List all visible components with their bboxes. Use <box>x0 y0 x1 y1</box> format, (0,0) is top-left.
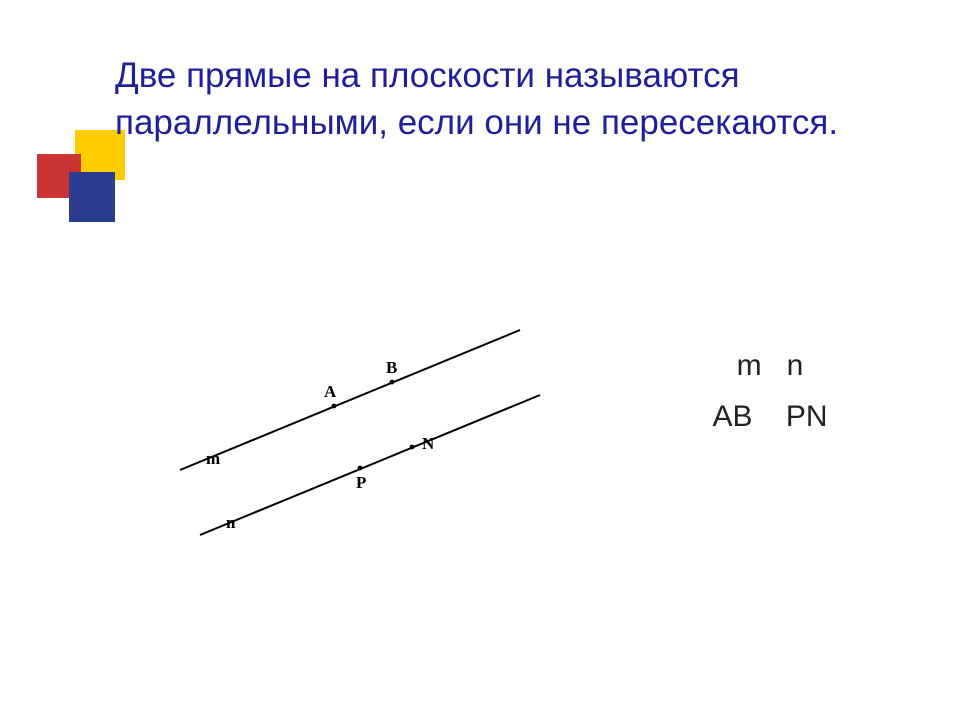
diagram-svg: B A N Pm n <box>150 300 550 560</box>
point-P <box>358 466 363 471</box>
point-label-A: A <box>324 382 337 401</box>
notation-row-2: AB PN <box>620 391 920 442</box>
corner-decor <box>35 130 125 220</box>
line-n <box>200 395 540 535</box>
point-A <box>332 404 337 409</box>
slide-title: Две прямые на плоскости называются парал… <box>115 52 915 147</box>
notation-row-1: m n <box>620 340 920 391</box>
notation-n: n <box>787 349 804 382</box>
point-N <box>410 445 415 450</box>
point-label-B: B <box>386 358 397 377</box>
point-B <box>390 380 395 385</box>
notation-block: m n AB PN <box>620 340 920 442</box>
point-label-P: P <box>356 473 366 492</box>
notation-pn: PN <box>786 400 828 433</box>
point-label-N: N <box>422 434 435 453</box>
notation-m: m <box>737 349 762 382</box>
line-m <box>180 330 520 470</box>
line-label-n: n <box>226 513 236 532</box>
notation-ab: AB <box>712 400 752 433</box>
parallel-lines-diagram: B A N Pm n <box>150 300 550 560</box>
line-label-m: m <box>206 449 220 468</box>
decor-blue-square <box>69 172 115 222</box>
